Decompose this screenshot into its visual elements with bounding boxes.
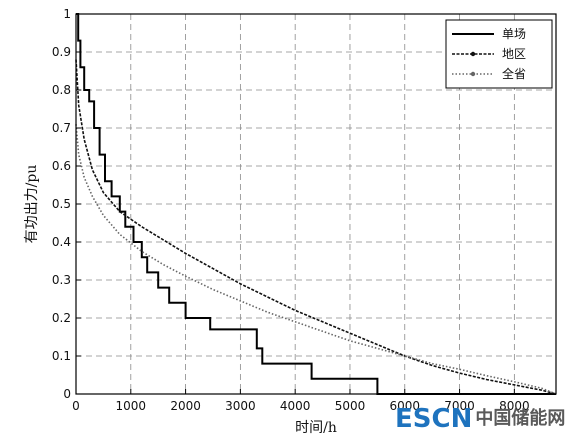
legend-marker [470, 71, 476, 77]
y-tick-label: 0.2 [52, 311, 71, 325]
watermark-name: 中国储能网 [475, 408, 566, 429]
y-tick-label: 0.7 [52, 121, 71, 135]
x-tick-label: 0 [72, 399, 80, 413]
x-tick-label: 6000 [389, 399, 420, 413]
y-axis-label: 有功出力/pu [24, 165, 40, 244]
y-tick-label: 0.4 [52, 235, 71, 249]
watermark-logo: ESCN 中国储能网 [395, 404, 565, 434]
series-line-2 [75, 59, 557, 395]
x-tick-label: 4000 [280, 399, 311, 413]
y-tick-label: 0.8 [52, 83, 71, 97]
legend-marker [470, 51, 476, 57]
x-axis-label: 时间/h [295, 420, 337, 436]
series-group [75, 13, 557, 395]
x-tick-label: 1000 [116, 399, 147, 413]
x-tick-label: 5000 [335, 399, 366, 413]
y-tick-label: 0.5 [52, 197, 71, 211]
y-tick-label: 0.9 [52, 45, 71, 59]
legend-label: 全省 [502, 66, 526, 81]
x-tick-label: 7000 [444, 399, 475, 413]
y-tick-label: 0 [63, 387, 71, 401]
legend-label: 单场 [502, 27, 526, 41]
ticks: 0 1000 2000 3000 4000 5000 6000 7000 8000 0 0.1 0.2… [52, 7, 530, 413]
legend-label: 地区 [502, 47, 526, 61]
x-tick-label: 2000 [170, 399, 201, 413]
watermark-brand: ESCN [395, 404, 473, 434]
grid [76, 14, 556, 394]
y-tick-label: 0.1 [52, 349, 71, 363]
series-line-1 [76, 13, 556, 395]
y-tick-label: 0.6 [52, 159, 71, 173]
y-tick-label: 0.3 [52, 273, 71, 287]
y-tick-label: 1 [63, 7, 71, 21]
x-tick-label: 3000 [225, 399, 256, 413]
x-tick-label: 8000 [499, 399, 530, 413]
